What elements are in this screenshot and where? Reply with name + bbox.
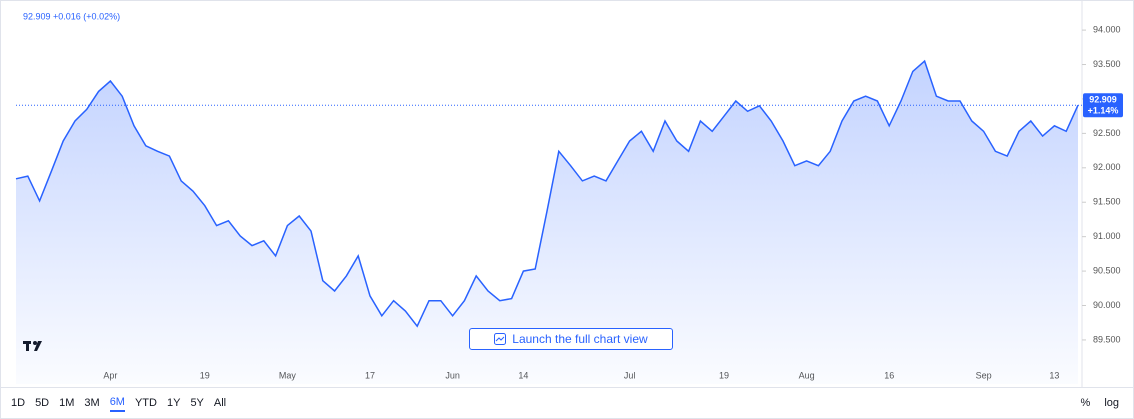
y-tick-label: 90.500 xyxy=(1093,265,1121,275)
range-button[interactable]: 1M xyxy=(59,397,75,409)
range-button[interactable]: 6M xyxy=(109,394,125,412)
y-tick-label: 93.500 xyxy=(1093,59,1121,69)
toolbar: 1D 5D 1M 3M 6M YTD 1Y 5Y All% log xyxy=(1,387,1133,418)
toolbar-right: % log xyxy=(1067,388,1119,418)
y-tick-label: 94.000 xyxy=(1093,24,1121,34)
range-button[interactable]: 3M xyxy=(84,397,100,409)
y-tick-label: 92.500 xyxy=(1093,128,1121,138)
range-button[interactable]: YTD xyxy=(134,397,157,409)
range-button[interactable]: 5D xyxy=(35,397,50,409)
launch-button[interactable]: Launch the full chart view xyxy=(469,328,673,350)
range-button[interactable]: 5Y xyxy=(190,397,204,409)
y-tick-label: 90.000 xyxy=(1093,300,1121,310)
y-tick-label: 91.000 xyxy=(1093,231,1121,241)
launch-icon xyxy=(494,333,507,345)
change-label: +1.14% xyxy=(1088,106,1119,116)
price-badge xyxy=(1083,93,1123,118)
y-tick-label: 91.500 xyxy=(1093,197,1121,207)
chart: 92.909 +0.016 (+0.02%) 89.500 90.000 90.50… xyxy=(15,1,1123,387)
scale-button[interactable]: % xyxy=(1080,397,1091,409)
range-button[interactable]: 1D xyxy=(11,397,26,409)
price-label: 92.909 xyxy=(1089,95,1117,105)
header-quote: 92.909 +0.016 (+0.02%) xyxy=(23,11,120,21)
launch-label: Launch the full chart view xyxy=(512,332,648,346)
range-button[interactable]: 1Y xyxy=(166,397,181,409)
range-button[interactable]: All xyxy=(213,397,227,409)
y-tick-label: 89.500 xyxy=(1093,334,1121,344)
y-tick-label: 92.000 xyxy=(1093,162,1121,172)
price-line xyxy=(15,59,1079,328)
scale-button[interactable]: log xyxy=(1104,397,1119,409)
area-fill xyxy=(16,61,1078,384)
